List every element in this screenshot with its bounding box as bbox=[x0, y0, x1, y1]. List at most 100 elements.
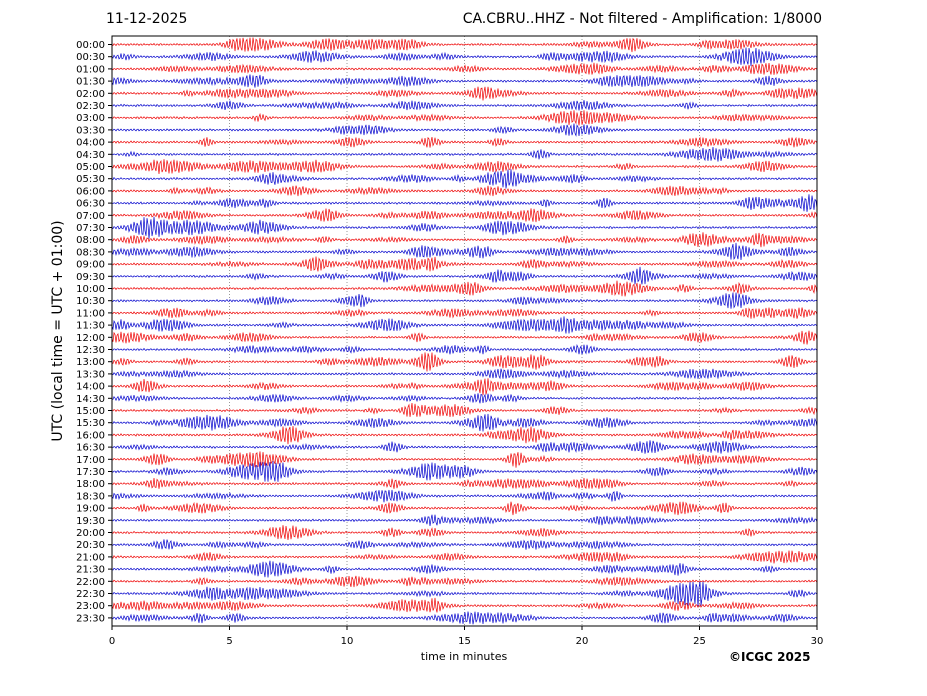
row-time-label: 00:30 bbox=[76, 52, 105, 63]
seismic-trace bbox=[111, 611, 818, 625]
row-time-label: 02:30 bbox=[76, 101, 105, 112]
row-time-label: 14:00 bbox=[76, 382, 105, 393]
row-time-label: 04:30 bbox=[76, 150, 105, 161]
row-time-label: 01:00 bbox=[76, 64, 105, 75]
row-time-label: 11:00 bbox=[76, 308, 105, 319]
row-time-label: 17:00 bbox=[76, 455, 105, 466]
y-axis-label: UTC (local time = UTC + 01:00) bbox=[50, 220, 66, 441]
seismic-trace bbox=[111, 440, 818, 454]
seismic-trace bbox=[111, 47, 818, 67]
seismic-trace bbox=[111, 86, 818, 101]
row-time-label: 05:00 bbox=[76, 162, 105, 173]
row-time-label: 23:00 bbox=[76, 601, 105, 612]
row-time-label: 08:00 bbox=[76, 235, 105, 246]
seismic-trace bbox=[111, 352, 818, 372]
row-time-label: 19:30 bbox=[76, 516, 105, 527]
seismic-trace bbox=[111, 343, 818, 355]
seismic-trace bbox=[111, 232, 818, 248]
x-tick-label: 25 bbox=[693, 636, 706, 647]
seismic-trace bbox=[111, 159, 818, 175]
row-time-label: 09:30 bbox=[76, 272, 105, 283]
station-title: CA.CBRU..HHZ - Not filtered - Amplificat… bbox=[462, 11, 822, 27]
x-tick-label: 10 bbox=[341, 636, 354, 647]
row-time-label: 18:00 bbox=[76, 479, 105, 490]
row-time-label: 11:30 bbox=[76, 321, 105, 332]
row-time-label: 04:00 bbox=[76, 138, 105, 149]
x-axis: 0 5 10 15 20 25 30 bbox=[109, 626, 823, 647]
seismic-trace bbox=[111, 208, 818, 223]
row-time-label: 17:30 bbox=[76, 467, 105, 478]
row-time-label: 21:30 bbox=[76, 565, 105, 576]
row-time-label: 20:00 bbox=[76, 528, 105, 539]
seismic-trace bbox=[111, 185, 818, 197]
seismic-trace bbox=[111, 514, 818, 527]
row-time-label: 12:30 bbox=[76, 345, 105, 356]
seismic-trace bbox=[111, 147, 818, 162]
seismic-trace bbox=[111, 292, 818, 309]
row-time-label: 05:30 bbox=[76, 174, 105, 185]
copyright-label: ©ICGC 2025 bbox=[729, 650, 811, 664]
seismic-trace bbox=[111, 413, 818, 432]
row-time-label: 13:30 bbox=[76, 369, 105, 380]
row-time-label: 18:30 bbox=[76, 491, 105, 502]
row-time-label: 20:30 bbox=[76, 540, 105, 551]
seismic-trace bbox=[111, 110, 818, 126]
row-time-label: 06:00 bbox=[76, 186, 105, 197]
x-tick-label: 15 bbox=[458, 636, 471, 647]
date-title: 11-12-2025 bbox=[106, 11, 188, 27]
row-time-label: 09:00 bbox=[76, 260, 105, 271]
seismic-trace bbox=[111, 425, 818, 445]
seismic-trace bbox=[111, 581, 818, 607]
row-time-label: 19:00 bbox=[76, 504, 105, 515]
seismic-trace bbox=[111, 74, 818, 88]
seismic-trace bbox=[111, 501, 818, 516]
seismic-trace bbox=[111, 525, 818, 541]
row-time-label: 23:30 bbox=[76, 613, 105, 624]
seismic-trace bbox=[111, 216, 818, 239]
row-time-label: 12:00 bbox=[76, 333, 105, 344]
seismic-trace bbox=[111, 451, 818, 468]
seismic-trace bbox=[111, 560, 818, 578]
seismic-trace bbox=[111, 489, 818, 503]
seismic-trace bbox=[111, 62, 818, 75]
x-tick-label: 0 bbox=[109, 636, 115, 647]
seismic-trace bbox=[111, 461, 818, 482]
seismic-trace bbox=[111, 169, 818, 189]
row-time-label: 21:00 bbox=[76, 552, 105, 563]
row-time-label: 15:30 bbox=[76, 418, 105, 429]
row-time-label: 06:30 bbox=[76, 199, 105, 210]
row-time-label: 15:00 bbox=[76, 406, 105, 417]
seismic-trace bbox=[111, 575, 818, 588]
seismic-trace bbox=[111, 368, 818, 380]
row-time-label: 16:00 bbox=[76, 430, 105, 441]
row-time-label: 03:30 bbox=[76, 125, 105, 136]
seismic-trace bbox=[111, 37, 818, 53]
seismic-trace bbox=[111, 280, 818, 297]
row-time-label: 07:30 bbox=[76, 223, 105, 234]
seismic-trace bbox=[111, 378, 818, 396]
seismic-trace bbox=[111, 477, 818, 489]
seismic-trace bbox=[111, 550, 818, 564]
seismic-trace bbox=[111, 539, 818, 550]
x-tick-label: 20 bbox=[576, 636, 589, 647]
row-time-label: 10:00 bbox=[76, 284, 105, 295]
seismic-trace bbox=[111, 307, 818, 319]
row-time-label: 00:00 bbox=[76, 40, 105, 51]
seismic-trace bbox=[111, 403, 818, 418]
row-time-label: 14:30 bbox=[76, 394, 105, 405]
seismic-trace bbox=[111, 597, 818, 613]
row-time-label: 08:30 bbox=[76, 247, 105, 258]
seismic-trace bbox=[111, 256, 818, 272]
seismic-trace bbox=[111, 194, 818, 212]
x-axis-label: time in minutes bbox=[421, 650, 508, 663]
row-time-label: 22:30 bbox=[76, 589, 105, 600]
row-time-label: 10:30 bbox=[76, 296, 105, 307]
seismic-trace bbox=[111, 100, 818, 111]
row-time-label: 01:30 bbox=[76, 77, 105, 88]
row-time-label: 03:00 bbox=[76, 113, 105, 124]
row-time-label: 16:30 bbox=[76, 443, 105, 454]
seismic-trace bbox=[111, 123, 818, 137]
x-tick-label: 5 bbox=[226, 636, 232, 647]
